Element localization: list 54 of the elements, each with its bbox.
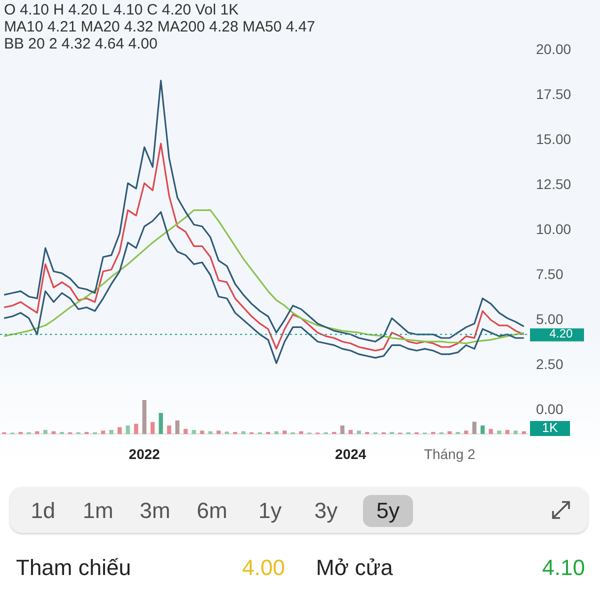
bar xyxy=(126,426,130,434)
x-tick-label: 2024 xyxy=(335,446,366,462)
bar xyxy=(192,430,196,434)
text: 3y xyxy=(313,497,339,525)
text: 4.10 xyxy=(542,555,585,581)
bar xyxy=(282,430,287,434)
bar xyxy=(340,426,344,434)
text: 1m xyxy=(82,497,114,525)
y-tick-label: 2.50 xyxy=(536,356,564,372)
y-tick-label: 17.50 xyxy=(536,86,572,102)
y-tick-label: 20.00 xyxy=(536,40,572,57)
x-tick-label: 2022 xyxy=(128,446,160,462)
bar xyxy=(200,430,204,434)
bar xyxy=(497,430,502,434)
bar xyxy=(167,426,172,434)
bar xyxy=(505,430,510,434)
bar xyxy=(118,427,122,434)
text: 3m xyxy=(138,497,172,525)
text: 1d xyxy=(30,497,56,525)
text: 6m xyxy=(196,497,228,525)
text: Mở cửa xyxy=(316,555,393,581)
bar xyxy=(142,400,146,434)
y-tick-label: 12.50 xyxy=(536,176,572,192)
bar xyxy=(43,430,48,434)
text: O 4.10 H 4.20 L 4.10 C 4.20 Vol 1K xyxy=(4,2,239,19)
bar xyxy=(175,420,180,434)
ref-line-label: 4.20 xyxy=(549,326,573,341)
bar xyxy=(184,428,188,434)
bar xyxy=(472,422,476,434)
bar xyxy=(109,430,114,434)
bar xyxy=(488,428,493,434)
bar xyxy=(514,430,518,434)
y-tick-label: 5.00 xyxy=(536,310,564,327)
y-tick-label: 10.00 xyxy=(536,220,572,237)
bar xyxy=(464,430,468,434)
bar xyxy=(480,426,485,434)
x-tick-label: Tháng 2 xyxy=(424,446,476,462)
y-tick-label: 15.00 xyxy=(536,130,572,147)
bar xyxy=(134,424,138,434)
bar xyxy=(356,430,361,434)
y-tick-label: 7.50 xyxy=(536,266,564,282)
bar xyxy=(158,412,163,434)
text: 4.00 xyxy=(242,555,285,581)
annotation: BB 20 2 4.32 4.64 4.00 xyxy=(4,36,158,53)
bar xyxy=(101,430,106,434)
text: Tham chiếu xyxy=(16,555,131,581)
y-tick-label: 0.00 xyxy=(536,400,564,417)
text: MA10 4.21 MA20 4.32 MA200 4.28 MA50 4.47 xyxy=(4,18,316,36)
text: 1K xyxy=(542,420,558,436)
text: 5y xyxy=(363,495,413,527)
bar xyxy=(150,422,155,434)
text: 1y xyxy=(257,497,283,525)
bar xyxy=(348,430,353,434)
bar xyxy=(216,430,221,434)
